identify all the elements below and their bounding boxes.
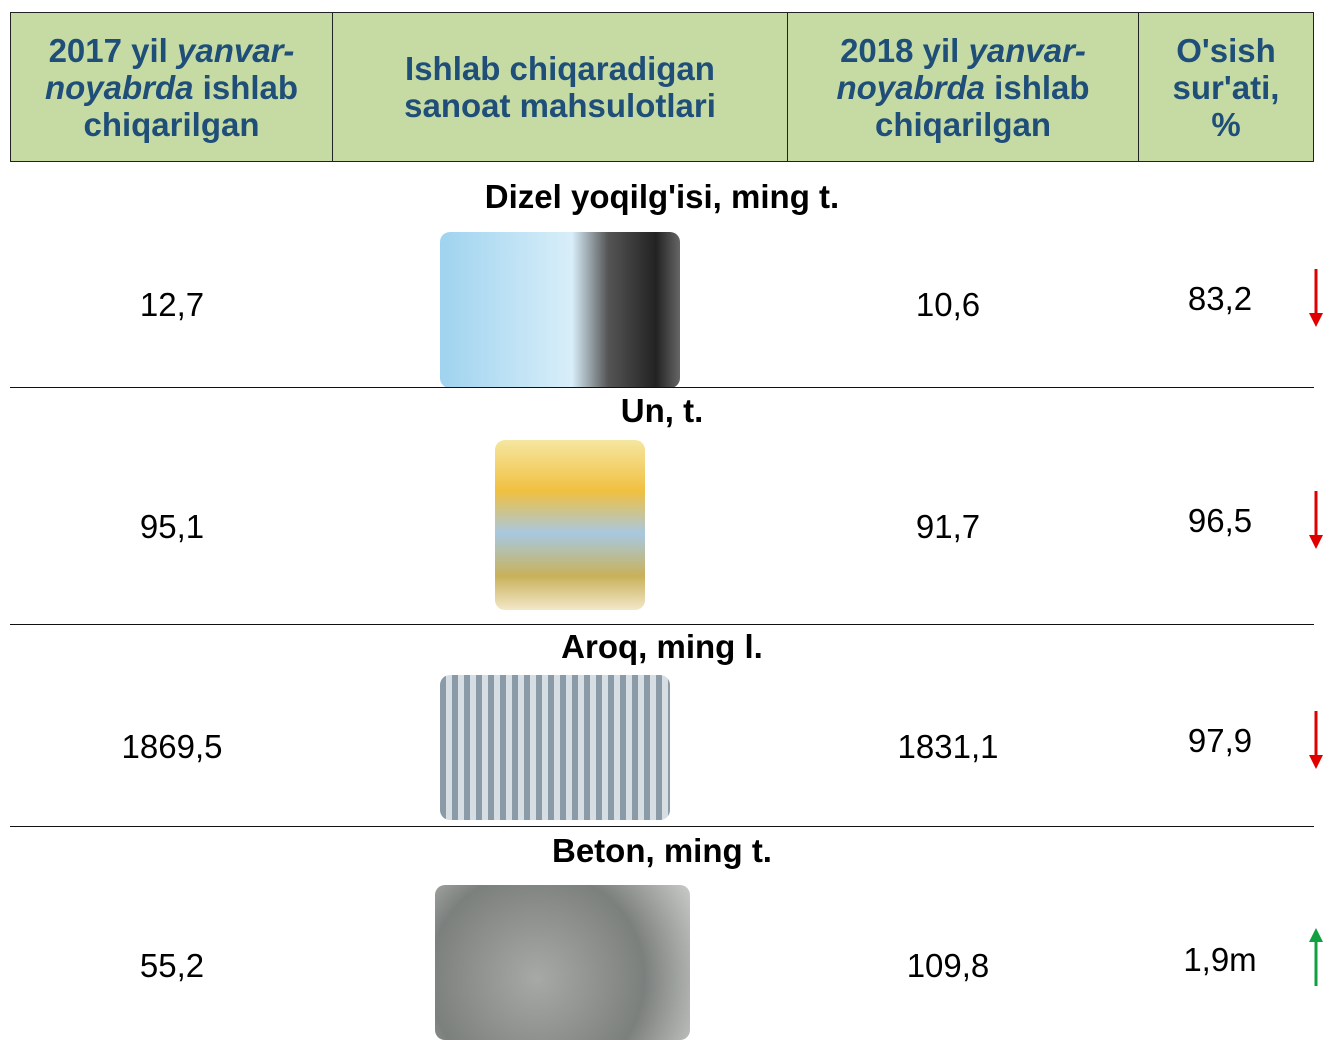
trend-arrow [1309,491,1323,549]
value-2017: 12,7 [139,286,205,323]
header-text: ishlab chiqarilgan [874,68,1090,143]
trend-arrow [1309,711,1323,769]
header-cell: Ishlab chiqaradigan sanoat mahsulotlari [333,13,788,161]
product-title: Aroq, ming l. [561,628,763,665]
separator [10,624,1314,625]
product-title: Un, t. [620,392,704,429]
product-image [495,440,645,610]
value-2017: 55,2 [139,947,205,984]
separator [10,826,1314,827]
header-text: 2018 yil [840,31,969,69]
value-2018: 109,8 [906,947,990,984]
header-text: O'sish sur'ati, % [1172,31,1280,143]
product-title: Dizel yoqilg'isi, ming t. [484,178,840,215]
trend-arrow [1309,928,1323,986]
trend-arrow [1309,269,1323,327]
product-image [440,675,670,820]
product-title: Beton, ming t. [552,832,772,869]
value-2017: 95,1 [139,508,205,545]
header-text: yanvar-noyabrda [44,31,295,106]
value-2018: 91,7 [915,508,981,545]
header: 2017 yil yanvar-noyabrda ishlab chiqaril… [10,12,1314,162]
growth: 1,9m [1183,941,1257,978]
header-text: ishlab chiqarilgan [83,68,299,143]
separator [10,387,1314,388]
value-2018: 1831,1 [897,728,999,765]
product-image [440,232,680,388]
growth: 96,5 [1187,502,1253,539]
header-text: 2017 yil [48,31,178,69]
value-2018: 10,6 [915,286,981,323]
header-cell: 2017 yil yanvar-noyabrda ishlab chiqaril… [11,13,333,161]
product-image [435,885,690,1040]
header-cell: O'sish sur'ati, % [1139,13,1313,161]
header-cell: 2018 yil yanvar-noyabrda ishlab chiqaril… [788,13,1139,161]
growth: 97,9 [1187,722,1253,759]
value-2017: 1869,5 [121,728,223,765]
header-text: Ishlab chiqaradigan sanoat mahsulotlari [404,50,716,124]
growth: 83,2 [1187,280,1253,317]
header-text: yanvar-noyabrda [836,31,1086,106]
